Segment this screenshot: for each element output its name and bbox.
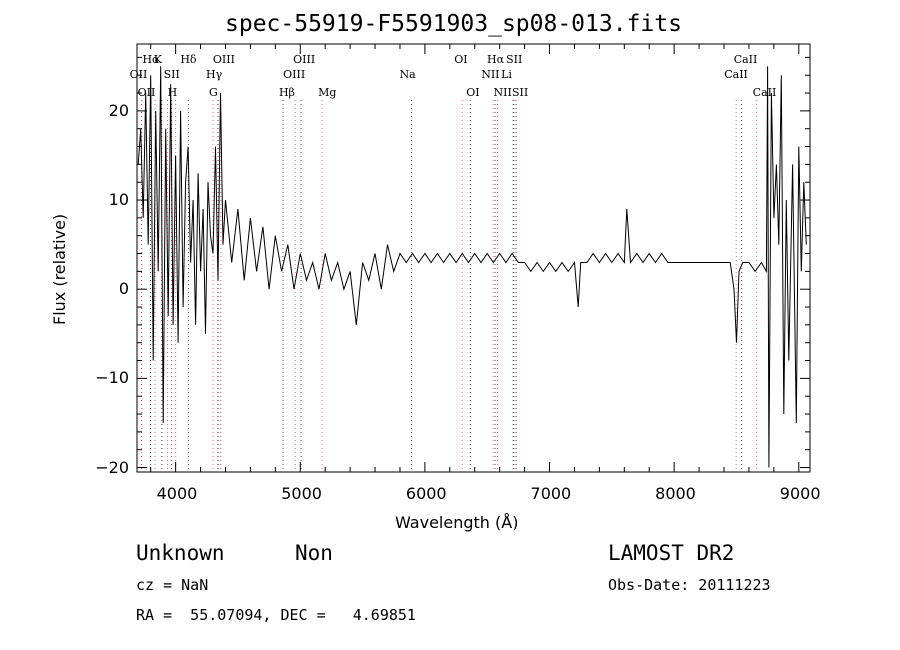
y-tick-label: 20 [108,100,129,120]
marker-label: G [209,86,218,99]
coordinates: RA = 55.07094, DEC = 4.69851 [136,606,416,624]
marker-label: OI [466,86,480,99]
marker-label: Hα [142,53,160,66]
marker-label: OIII [293,53,316,66]
marker-label: Hγ [206,68,223,81]
marker-label: OI [454,53,468,66]
marker-label: Li [501,68,512,81]
marker-label: Hβ [278,86,295,99]
marker-label: SII [163,68,180,81]
object-class: Unknown [136,541,225,565]
marker-label: Mg [318,86,337,99]
chart-title: spec-55919-F5591903_sp08-013.fits [225,11,682,37]
line-markers [141,100,758,472]
x-tick-label: 7000 [530,484,572,503]
object-subclass: Non [295,541,333,565]
x-tick-label: 4000 [156,484,198,503]
marker-label: Hα [487,53,505,66]
marker-label: OIII [283,68,306,81]
y-tick-label: 0 [118,279,129,299]
x-tick-label: 9000 [779,484,821,503]
y-tick-label: −10 [95,368,129,388]
marker-label: Na [399,68,416,81]
y-tick-label: −20 [95,457,129,477]
spectrum-line [137,66,807,468]
marker-label: NII [481,68,500,81]
x-axis-label: Wavelength (Å) [395,513,519,532]
marker-label: OII [129,68,148,81]
marker-label: CaII [752,86,777,99]
marker-label: SII [506,53,523,66]
marker-label: SII [511,86,529,99]
y-tick-label: 10 [108,190,129,210]
marker-label: OII [137,86,156,99]
plot-frame [136,43,811,473]
marker-label: CaII [724,68,748,81]
obs-date: Obs-Date: 20111223 [608,576,771,594]
x-tick-label: 6000 [405,484,447,503]
marker-label: OIII [212,53,235,66]
marker-label: H [167,86,178,99]
y-axis-label: Flux (relative) [50,213,69,325]
x-tick-label: 8000 [655,484,696,503]
cz-value: cz = NaN [136,576,209,594]
marker-label: K [153,53,163,66]
survey-name: LAMOST DR2 [608,541,735,565]
marker-label: NII [493,86,512,99]
x-tick-label: 5000 [281,484,322,503]
marker-label: CaII [733,53,758,66]
axis-ticks [137,44,810,472]
spectrum-layer [137,66,807,468]
marker-label: Hδ [180,53,197,66]
